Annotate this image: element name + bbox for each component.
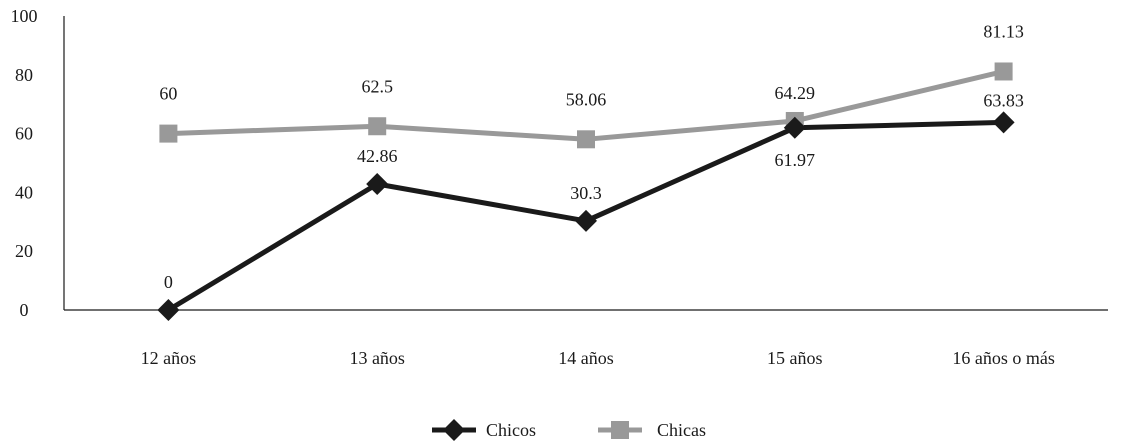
legend: Chicos Chicas	[432, 419, 706, 441]
data-label-chicos: 0	[164, 272, 173, 292]
x-tick-labels: 12 años 13 años 14 años 15 años 16 años o má…	[141, 348, 1055, 368]
data-point-chicos	[783, 116, 806, 139]
data-point-chicas	[994, 62, 1013, 81]
legend-label-chicos: Chicos	[486, 420, 536, 440]
data-point-chicas	[368, 117, 387, 136]
data-label-chicas: 62.5	[361, 76, 393, 96]
data-point-chicos	[366, 172, 389, 195]
x-tick-label: 16 años o más	[952, 348, 1055, 368]
data-label-chicos: 63.83	[983, 90, 1024, 110]
legend-marker-chicos	[443, 419, 465, 441]
data-label-chicas: 81.13	[983, 21, 1024, 41]
y-tick-labels: 0 20 40 60 80 100	[11, 6, 38, 320]
y-tick-label: 60	[15, 124, 33, 144]
x-tick-label: 13 años	[349, 348, 405, 368]
y-tick-label: 0	[20, 300, 29, 320]
axes	[63, 16, 1108, 311]
y-tick-label: 100	[11, 6, 38, 26]
data-point-chicas	[159, 124, 178, 143]
y-tick-label: 40	[15, 182, 33, 202]
x-tick-label: 14 años	[558, 348, 614, 368]
data-label-chicas: 60	[159, 84, 177, 104]
x-tick-label: 12 años	[141, 348, 197, 368]
data-point-chicos	[992, 111, 1015, 134]
legend-marker-chicas	[611, 421, 629, 439]
marker-layer	[157, 62, 1015, 321]
data-point-chicos	[157, 299, 180, 321]
y-tick-label: 20	[15, 241, 33, 261]
data-label-chicos: 61.97	[775, 150, 816, 170]
data-point-chicas	[577, 130, 595, 149]
y-tick-label: 80	[15, 65, 33, 85]
legend-label-chicas: Chicas	[657, 420, 706, 440]
data-label-chicas: 58.06	[566, 89, 607, 109]
data-label-chicos: 42.86	[357, 146, 398, 166]
data-point-chicos	[575, 209, 597, 232]
data-label-chicos: 30.3	[570, 183, 602, 203]
data-label-layer: 0 42.86 30.3 61.97 63.83 60 62.5 58.06 64.29 81.1…	[159, 21, 1023, 292]
x-tick-label: 15 años	[767, 348, 823, 368]
data-label-chicas: 64.29	[775, 83, 816, 103]
